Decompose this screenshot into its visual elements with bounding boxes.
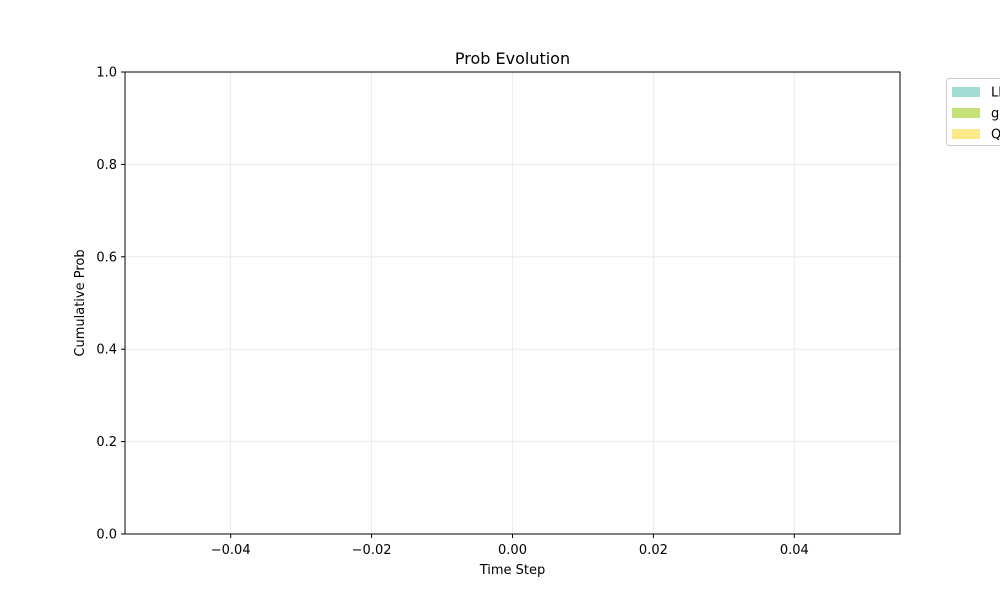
x-tick-label: 0.04 [780,543,809,558]
x-tick-label: 0.00 [498,543,527,558]
y-axis-label: Cumulative Prob [73,249,88,356]
legend-swatch [952,108,980,118]
y-tick-label: 1.0 [96,66,117,81]
x-tick-label: −0.02 [352,543,392,558]
legend-swatch [952,87,980,97]
legend-label: g [991,107,999,122]
y-tick-label: 0.6 [96,250,117,265]
legend-items: LL gQ [952,86,1000,143]
chart-title: Prob Evolution [455,49,570,68]
y-tick-label: 0.4 [96,343,117,358]
x-axis-ticks: −0.04 −0.02 0.00 0.02 0.04 [211,534,809,558]
legend-label: LL [991,86,1000,101]
legend: LL gQ [946,78,1000,146]
legend-label: Q [991,128,1000,143]
y-tick-label: 0.2 [96,435,117,450]
x-axis-label: Time Step [479,563,546,578]
y-tick-label: 0.8 [96,158,117,173]
x-tick-label: −0.04 [211,543,251,558]
x-tick-label: 0.02 [639,543,668,558]
y-tick-label: 0.0 [96,528,117,543]
legend-swatch [952,129,980,139]
y-axis-ticks: 0.0 0.2 0.4 0.6 0.8 1.0 [96,66,125,543]
